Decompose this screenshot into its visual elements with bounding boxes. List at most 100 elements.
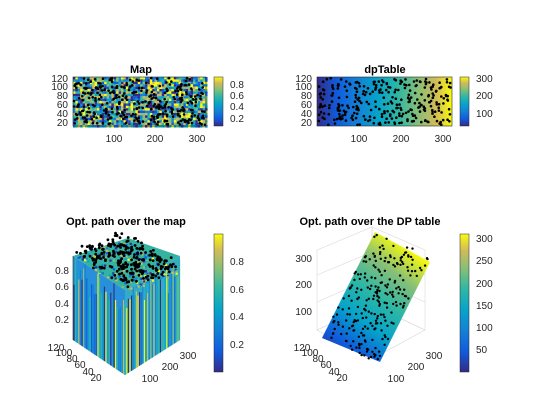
path-dp-path-point xyxy=(374,277,377,280)
map-cell xyxy=(85,122,88,126)
map-path-point xyxy=(185,91,188,94)
path-map-path-point xyxy=(157,263,160,266)
map-cell xyxy=(113,110,117,114)
path-map-top-cell xyxy=(111,244,114,247)
path-dp-path-point xyxy=(373,254,376,258)
map-cell xyxy=(130,103,134,106)
path-map-top-cell xyxy=(97,253,100,256)
map-cell xyxy=(202,108,206,111)
map-cell xyxy=(109,108,112,111)
path-dp-path-point xyxy=(369,322,372,325)
map-cell xyxy=(87,77,90,80)
path-map-colorbar-tick-label: 0.2 xyxy=(230,340,244,351)
map-cell xyxy=(133,117,136,121)
map-cell xyxy=(157,81,160,85)
map-path-point xyxy=(163,91,167,95)
map-path-point xyxy=(121,98,124,101)
path-dp-path-point xyxy=(376,288,379,292)
map-path-point xyxy=(89,80,92,83)
map-cell xyxy=(161,77,165,80)
map-path-point xyxy=(180,108,183,112)
path-map-path-point xyxy=(134,237,138,240)
map-cell xyxy=(197,77,201,80)
map-cell xyxy=(104,86,107,90)
map-cell xyxy=(77,125,81,128)
path-dp-path-point xyxy=(372,252,375,255)
dptable-path-point xyxy=(415,79,419,82)
path-dp-path-point xyxy=(406,269,410,272)
map-cell xyxy=(87,86,90,90)
map-cell xyxy=(181,115,184,118)
map-path-point xyxy=(133,102,136,105)
map-path-point xyxy=(73,84,77,88)
path-map-top-cell xyxy=(99,270,102,274)
path-dp-path-point xyxy=(350,299,353,302)
map-path-point xyxy=(102,109,106,112)
map-path-point xyxy=(90,92,93,95)
dptable-path-point xyxy=(352,105,355,109)
map-cell xyxy=(101,115,105,118)
map-cell xyxy=(140,84,143,87)
map-path-point xyxy=(104,112,108,115)
map-cell xyxy=(197,103,201,106)
path-dp-path-point xyxy=(356,297,359,301)
dptable-path-point xyxy=(442,97,446,100)
path-dp-path-point xyxy=(403,302,406,305)
map-cell xyxy=(171,77,174,80)
map-cell xyxy=(133,89,136,92)
map-cell xyxy=(161,101,165,104)
path-dp-path-point xyxy=(390,311,393,314)
map-cell xyxy=(193,101,196,104)
map-cell xyxy=(85,79,88,82)
map-cell xyxy=(130,117,134,121)
map-path-point xyxy=(171,108,174,111)
dptable-path-point xyxy=(350,116,353,120)
map-path-points xyxy=(72,76,207,126)
dptable-path-point xyxy=(423,119,427,122)
dptable-path-point xyxy=(351,114,354,117)
path-map-path-point xyxy=(159,267,163,271)
map-cell xyxy=(185,96,189,99)
map-cell xyxy=(147,108,150,111)
map-cell xyxy=(118,98,122,102)
map-cell xyxy=(101,113,105,116)
path-map-top-cell xyxy=(138,282,141,285)
map-cell xyxy=(164,93,167,97)
map-path-point xyxy=(85,118,88,121)
dptable-path-point xyxy=(327,112,331,116)
path-map-top-cell xyxy=(147,254,150,257)
map-cell xyxy=(197,108,201,111)
map-path-point xyxy=(105,108,108,111)
path-dp-path-point xyxy=(385,306,389,309)
path-map-top-cell xyxy=(138,260,141,263)
path-dp-path-point xyxy=(372,264,375,267)
map-cell xyxy=(89,108,93,111)
map-path-point xyxy=(198,88,201,91)
dptable-path-point xyxy=(322,92,326,96)
dptable-path-point xyxy=(321,80,325,83)
map-cell xyxy=(169,86,172,90)
map-cell xyxy=(85,125,88,128)
path-dp-path-point xyxy=(364,304,368,307)
map-path-point xyxy=(187,83,191,86)
path-map-top-cell xyxy=(84,257,87,260)
path-map-path-point xyxy=(117,263,120,267)
path-dp-path-point xyxy=(399,259,402,262)
dptable-path-point xyxy=(418,105,421,109)
map-path-point xyxy=(101,84,104,88)
map-cell xyxy=(200,103,203,106)
map-cell xyxy=(197,93,201,97)
map-cell xyxy=(135,101,138,104)
map-cell xyxy=(97,113,100,116)
map-path-point xyxy=(110,76,114,80)
map-cell xyxy=(176,125,179,128)
map-cell xyxy=(106,103,110,106)
map-path-point xyxy=(112,97,115,101)
map-cell xyxy=(190,125,194,128)
dptable-path-point xyxy=(371,90,375,93)
path-dp-path-point xyxy=(365,316,368,319)
dptable-path-point xyxy=(317,113,321,116)
map-cell xyxy=(173,122,177,126)
map-cell xyxy=(171,91,174,94)
map-cell xyxy=(116,125,119,128)
